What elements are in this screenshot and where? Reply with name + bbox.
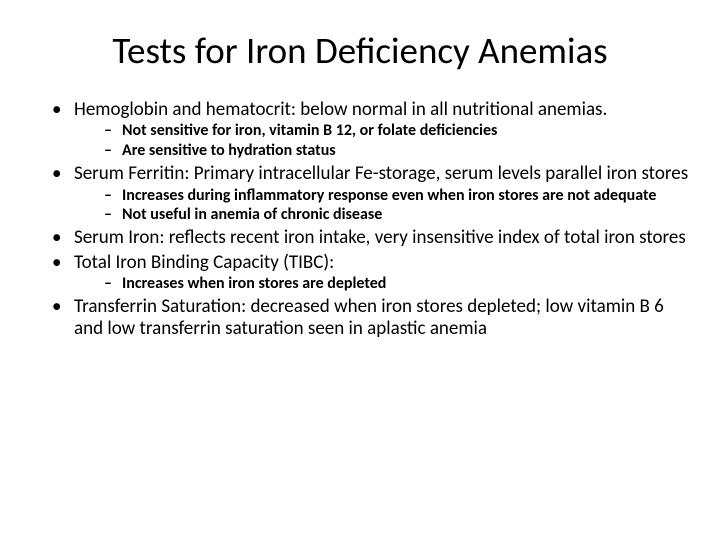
sub-list-item: Not useful in anemia of chronic disease	[104, 206, 690, 225]
list-item-text: Serum Ferritin: Primary intracellular Fe…	[74, 162, 688, 185]
sub-list-item: Are sensitive to hydration status	[104, 142, 690, 161]
sub-list-item: Not sensitive for iron, vitamin B 12, or…	[104, 122, 690, 141]
list-item: Serum Ferritin: Primary intracellular Fe…	[52, 163, 690, 225]
list-item: Hemoglobin and hematocrit: below normal …	[52, 99, 690, 161]
list-item: Total Iron Binding Capacity (TIBC): Incr…	[52, 252, 690, 294]
list-item-text: Total Iron Binding Capacity (TIBC):	[74, 251, 334, 274]
list-item-text: Transferrin Saturation: decreased when i…	[74, 295, 664, 340]
sub-list: Increases when iron stores are depleted	[74, 275, 690, 294]
list-item-text: Hemoglobin and hematocrit: below normal …	[74, 98, 607, 121]
bullet-list: Hemoglobin and hematocrit: below normal …	[30, 99, 690, 341]
sub-list: Increases during inflammatory response e…	[74, 187, 690, 226]
sub-list-item: Increases when iron stores are depleted	[104, 275, 690, 294]
sub-list-item: Increases during inflammatory response e…	[104, 187, 690, 206]
slide: Tests for Iron Deficiency Anemias Hemogl…	[0, 0, 720, 540]
list-item: Serum Iron: reflects recent iron intake,…	[52, 227, 690, 249]
slide-title: Tests for Iron Deficiency Anemias	[30, 28, 690, 73]
list-item-text: Serum Iron: reflects recent iron intake,…	[74, 226, 686, 249]
list-item: Transferrin Saturation: decreased when i…	[52, 296, 690, 341]
sub-list: Not sensitive for iron, vitamin B 12, or…	[74, 122, 690, 161]
